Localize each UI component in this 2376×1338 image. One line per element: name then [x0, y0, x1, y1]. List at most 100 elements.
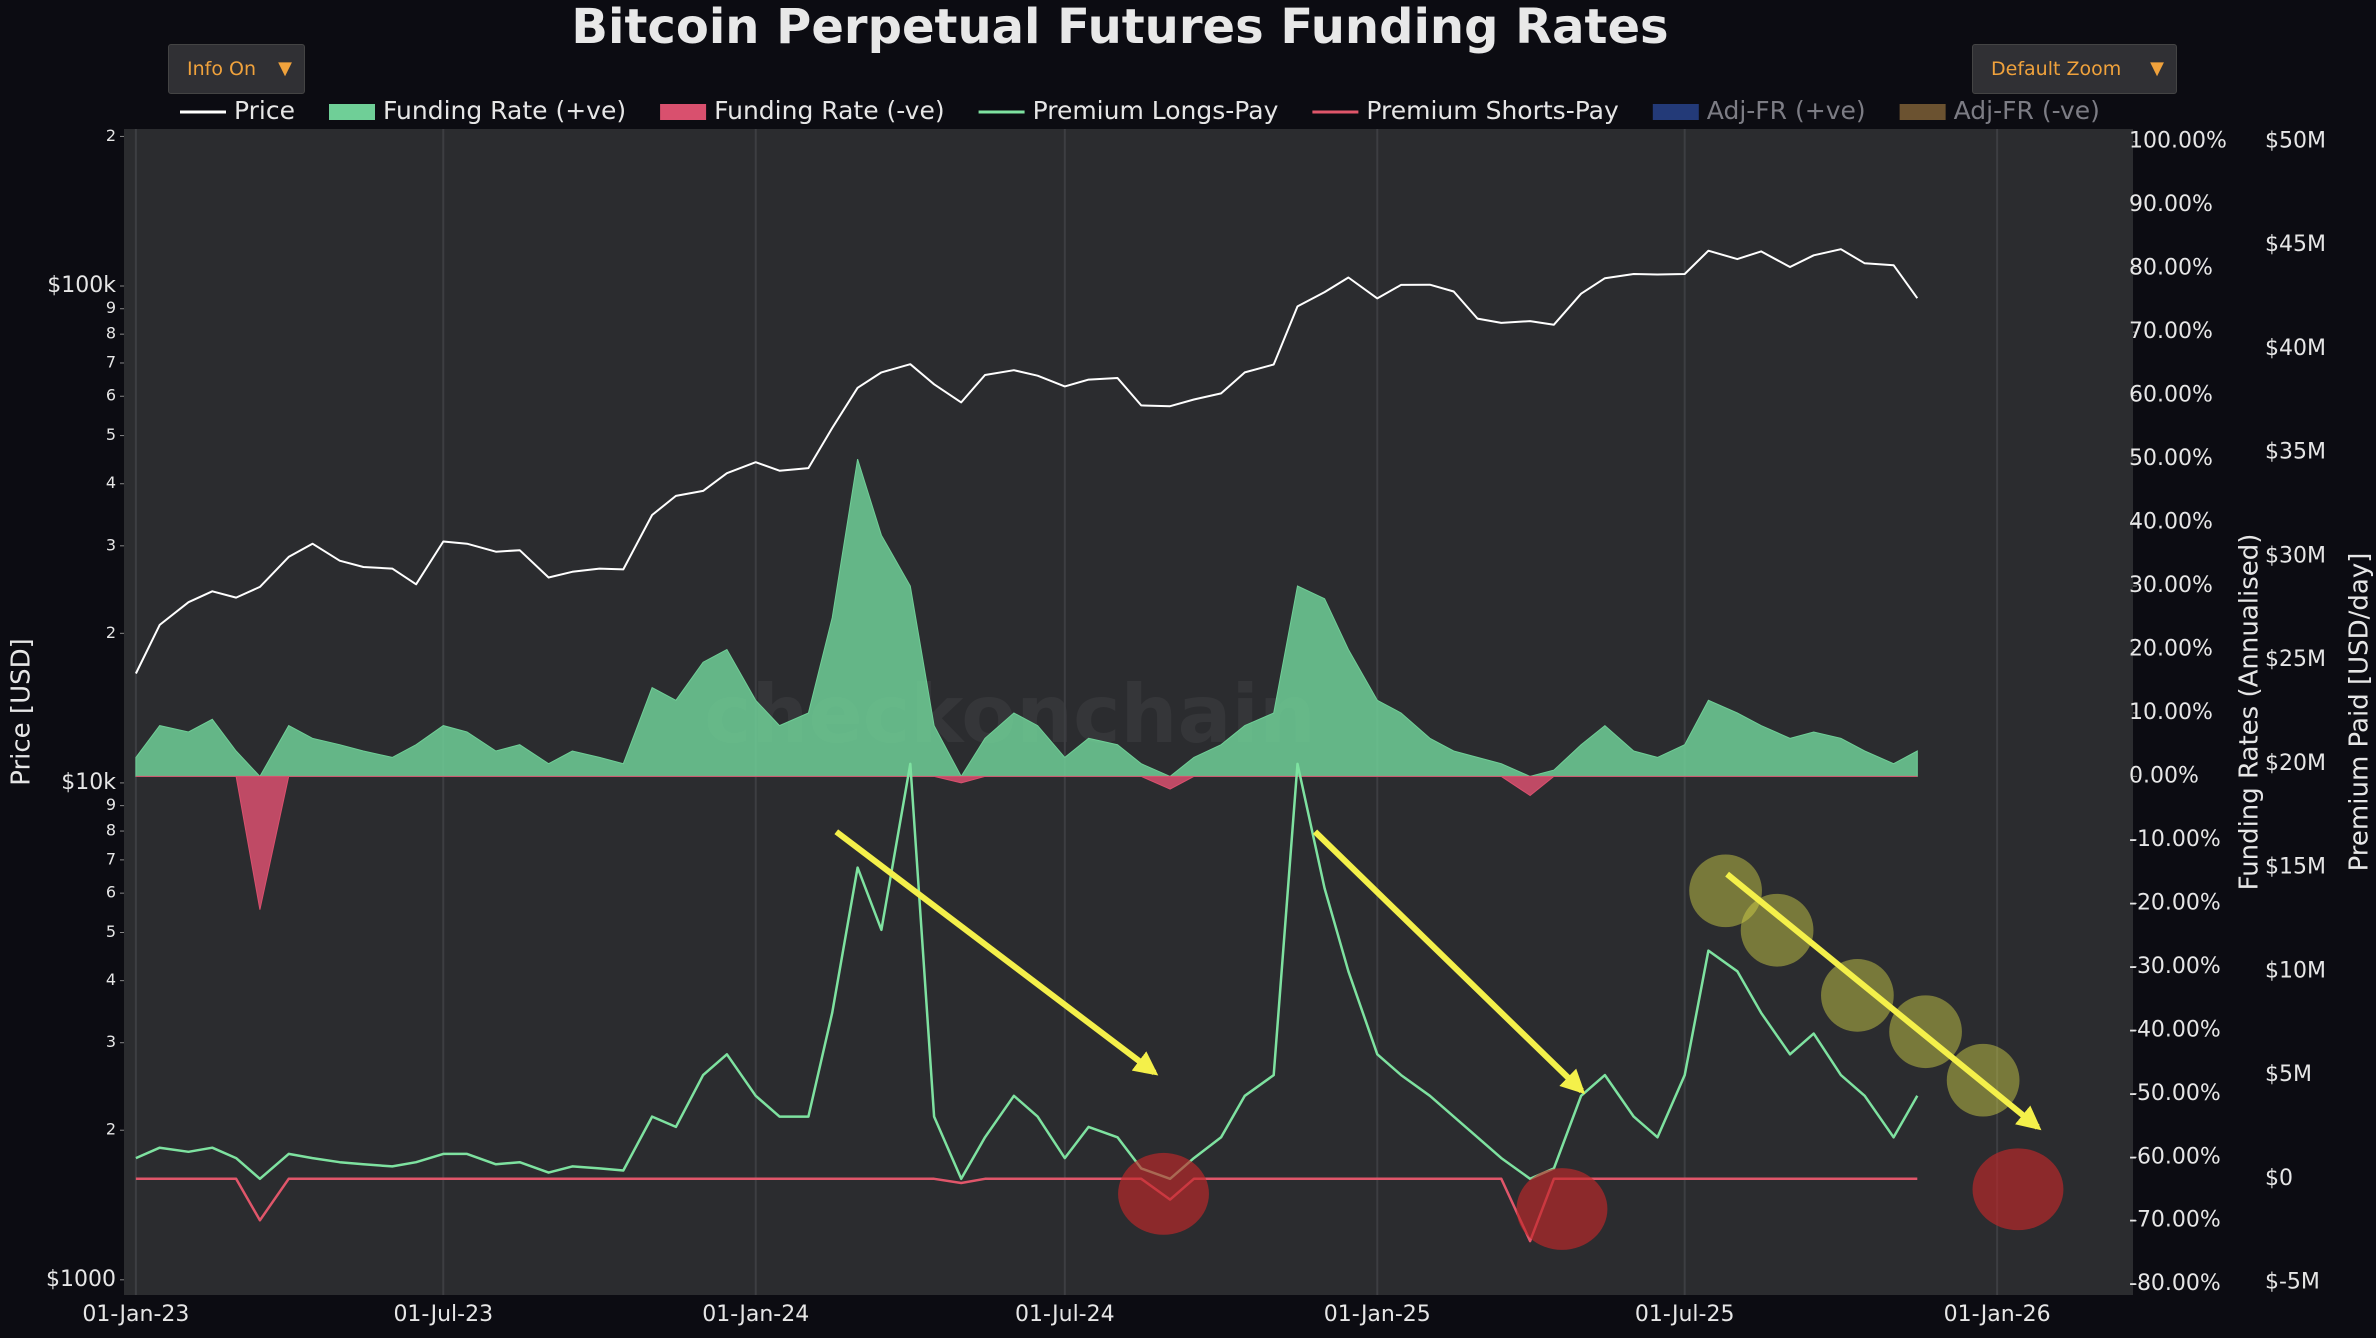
- legend-label: Premium Longs-Pay: [1033, 96, 1279, 125]
- legend-label: Premium Shorts-Pay: [1366, 96, 1619, 125]
- y-tick-label: 4: [106, 970, 116, 989]
- y2-tick-label: 100.00%: [2129, 129, 2227, 154]
- series-line: [135, 248, 1919, 674]
- legend-swatch: [1652, 104, 1699, 120]
- series-line: [135, 762, 1919, 1181]
- y2-tick-label: -70.00%: [2129, 1208, 2221, 1233]
- legend-label: Funding Rate (+ve): [383, 96, 626, 125]
- y3-tick-label: $40M: [2265, 336, 2326, 361]
- zoom-dropdown-label: Default Zoom: [1991, 58, 2122, 80]
- y-tick-label: 7: [106, 352, 116, 371]
- y3-tick-label: $25M: [2265, 647, 2326, 672]
- y2-tick-label: 70.00%: [2129, 319, 2213, 344]
- y-tick-label: $100k: [47, 273, 116, 298]
- y-tick-label: 5: [106, 922, 116, 941]
- y2-tick-label: 90.00%: [2129, 192, 2213, 217]
- y2-tick-label: 80.00%: [2129, 256, 2213, 281]
- x-tick-label: 01-Jan-25: [1324, 1302, 1431, 1327]
- arrow: [834, 829, 1159, 1076]
- y2-tick-label: 60.00%: [2129, 383, 2213, 408]
- chart-title: Bitcoin Perpetual Futures Funding Rates: [571, 0, 1668, 55]
- y-tick-label: 2: [106, 623, 116, 642]
- y-tick-label: 5: [106, 425, 116, 444]
- highlight: [1118, 1152, 1209, 1235]
- y3-tick-label: $50M: [2265, 128, 2326, 153]
- y-axis-title: Price [USD]: [7, 638, 37, 786]
- x-tick-label: 01-Jul-25: [1635, 1302, 1735, 1327]
- y2-tick-label: -10.00%: [2129, 827, 2221, 852]
- series-area: [135, 775, 1918, 910]
- legend-label: Price: [234, 96, 295, 125]
- y3-tick-label: $45M: [2265, 232, 2326, 257]
- y3-axis-title: Premium Paid [USD/day]: [2345, 553, 2375, 872]
- legend-swatch: [660, 104, 707, 120]
- y-tick-label: 8: [106, 324, 116, 343]
- highlight: [1516, 1168, 1608, 1250]
- x-tick-label: 01-Jul-24: [1015, 1302, 1115, 1327]
- negative-circles: [1118, 1148, 2064, 1250]
- y-tick-label: $10k: [61, 770, 116, 795]
- y-tick-label: 7: [106, 849, 116, 868]
- dropdown-arrow: ▼: [2150, 58, 2164, 79]
- series-area: [135, 458, 1918, 778]
- arrow: [1725, 871, 2042, 1131]
- y2-tick-label: 40.00%: [2129, 510, 2213, 535]
- y2-tick-label: -20.00%: [2129, 890, 2221, 915]
- y-tick-label: 4: [106, 473, 116, 492]
- legend-swatch: [329, 104, 375, 120]
- y2-tick-label: 30.00%: [2129, 573, 2213, 598]
- x-tick-label: 01-Jul-23: [393, 1302, 493, 1327]
- trend-arrows: [834, 829, 2042, 1131]
- y3-tick-label: $0: [2265, 1166, 2293, 1191]
- y-tick-label: 6: [106, 883, 116, 902]
- y2-tick-label: -50.00%: [2129, 1081, 2221, 1106]
- x-tick-label: 01-Jan-26: [1944, 1302, 2051, 1327]
- y3-tick-label: $35M: [2265, 440, 2326, 465]
- zoom-dropdown[interactable]: Default Zoom ▼: [1972, 44, 2177, 94]
- y3-tick-label: $15M: [2265, 855, 2326, 880]
- y3-tick-label: $30M: [2265, 543, 2326, 568]
- arrow: [1312, 829, 1586, 1095]
- y-tick-label: 9: [106, 298, 116, 317]
- y-tick-label: 2: [106, 126, 116, 145]
- y-tick-label: 3: [106, 535, 116, 554]
- x-tick-label: 01-Jan-24: [702, 1302, 809, 1327]
- highlight-circles: [1689, 854, 2020, 1117]
- y2-axis-title: Funding Rates (Annualised): [2235, 534, 2265, 891]
- y3-tick-label: $-5M: [2265, 1270, 2320, 1295]
- plot-area: [124, 129, 2133, 1295]
- legend-label: Adj-FR (-ve): [1954, 96, 2100, 125]
- highlight: [1821, 958, 1894, 1032]
- y-tick-label: 2: [106, 1120, 116, 1139]
- axes-layer: 01-Jan-23 01-Jul-23 01-Jan-24 01-Jul-24 01-J…: [46, 126, 2326, 1327]
- highlight: [1972, 1148, 2064, 1231]
- y-tick-label: 3: [106, 1032, 116, 1051]
- y2-tick-label: 0.00%: [2129, 763, 2199, 788]
- annotations: [834, 829, 2064, 1250]
- dropdown-arrow: ▼: [278, 58, 292, 79]
- y2-tick-label: -30.00%: [2129, 954, 2221, 979]
- y2-tick-label: 10.00%: [2129, 700, 2213, 725]
- y-tick-label: $1000: [46, 1267, 116, 1292]
- y2-tick-label: 50.00%: [2129, 446, 2213, 471]
- legend-label: Funding Rate (-ve): [714, 96, 944, 125]
- y2-tick-label: -60.00%: [2129, 1144, 2221, 1169]
- y2-tick-label: 20.00%: [2129, 636, 2213, 661]
- info-dropdown[interactable]: Info On ▼: [168, 44, 305, 94]
- info-dropdown-label: Info On: [187, 58, 256, 80]
- y-tick-label: 9: [106, 795, 116, 814]
- y2-tick-label: -80.00%: [2129, 1271, 2221, 1296]
- data-layer: [135, 248, 1919, 1243]
- legend-swatch: [1899, 104, 1946, 120]
- y3-tick-label: $20M: [2265, 751, 2326, 776]
- series-line: [135, 1177, 1918, 1243]
- y-tick-label: 8: [106, 821, 116, 840]
- legend-label: Adj-FR (+ve): [1707, 96, 1866, 125]
- x-tick-label: 01-Jan-23: [82, 1302, 189, 1327]
- highlight: [1689, 854, 1762, 928]
- y3-tick-label: $5M: [2265, 1062, 2312, 1087]
- y2-tick-label: -40.00%: [2129, 1017, 2221, 1042]
- legend: Price Funding Rate (+ve) Funding Rate (-ve…: [180, 96, 2100, 125]
- highlight: [1740, 893, 1814, 967]
